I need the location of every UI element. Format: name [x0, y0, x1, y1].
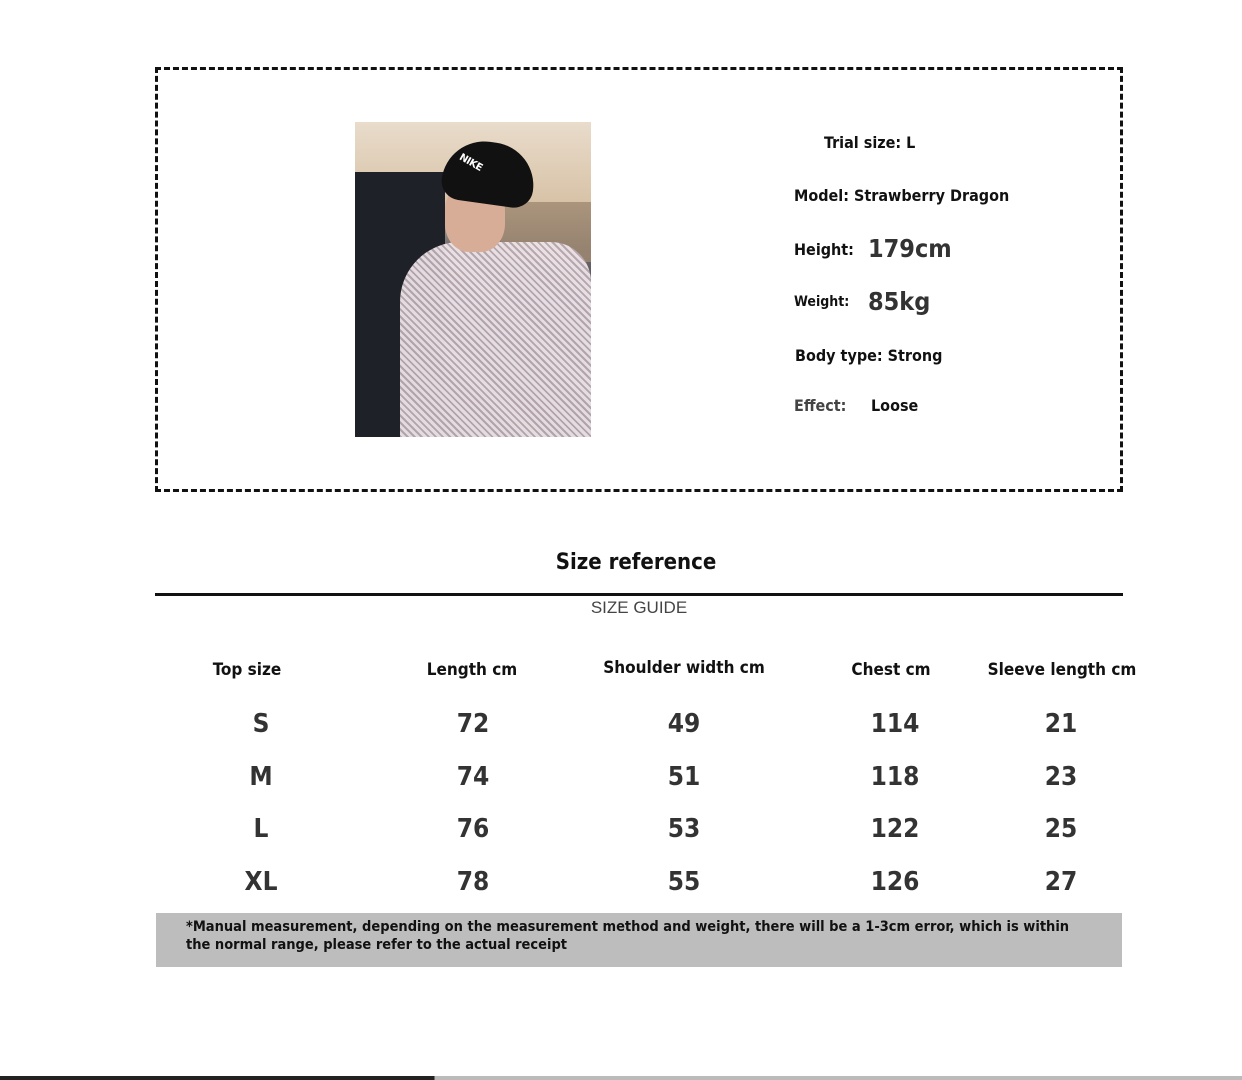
hat-logo-text: NIKE	[457, 151, 485, 174]
table-cell: 78	[456, 867, 490, 897]
header-sleeve: Sleeve length cm	[987, 660, 1137, 680]
table-cell: 126	[870, 867, 920, 897]
weight-value: 85kg	[868, 287, 931, 316]
header-shoulder: Shoulder width cm	[603, 658, 765, 678]
header-top-size: Top size	[212, 660, 282, 680]
model-info-frame	[155, 67, 1123, 492]
trial-size: Trial size: L	[824, 133, 916, 152]
header-chest: Chest cm	[851, 660, 931, 680]
page-title: Size reference	[555, 550, 717, 575]
table-cell: 76	[456, 814, 490, 844]
height-value: 179cm	[868, 234, 952, 263]
header-length: Length cm	[426, 660, 518, 680]
table-cell: 51	[667, 762, 701, 792]
table-cell: L	[253, 814, 269, 844]
model-name: Model: Strawberry Dragon	[794, 186, 1010, 205]
table-cell: 53	[667, 814, 701, 844]
table-cell: M	[249, 762, 273, 792]
weight-label: Weight:	[794, 294, 850, 310]
model-photo: NIKE	[355, 122, 591, 437]
table-cell: XL	[244, 867, 278, 897]
table-cell: 49	[667, 709, 701, 739]
effect-label: Effect:	[794, 396, 847, 415]
table-cell: 114	[870, 709, 920, 739]
beanie-hat: NIKE	[439, 135, 539, 211]
table-cell: 27	[1044, 867, 1078, 897]
height-label: Height:	[794, 240, 854, 259]
subtitle: SIZE GUIDE	[590, 598, 688, 617]
measurement-note: *Manual measurement, depending on the me…	[156, 913, 1122, 967]
table-cell: 25	[1044, 814, 1078, 844]
table-cell: 74	[456, 762, 490, 792]
bottom-strip	[0, 1076, 1242, 1080]
table-cell: 122	[870, 814, 920, 844]
table-cell: 72	[456, 709, 490, 739]
effect-value: Loose	[871, 396, 919, 415]
table-cell: 55	[667, 867, 701, 897]
body-type: Body type: Strong	[795, 346, 943, 365]
table-cell: 118	[870, 762, 920, 792]
table-cell: 21	[1044, 709, 1078, 739]
divider	[155, 593, 1123, 596]
table-cell: 23	[1044, 762, 1078, 792]
table-cell: S	[252, 709, 270, 739]
